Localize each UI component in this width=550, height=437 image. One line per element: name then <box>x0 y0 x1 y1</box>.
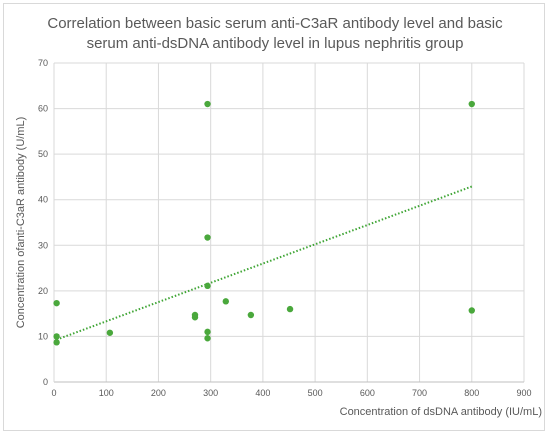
x-tick-label: 800 <box>464 388 479 398</box>
chart-frame: Correlation between basic serum anti-C3a… <box>3 3 545 431</box>
x-tick-label: 500 <box>308 388 323 398</box>
y-tick-label: 0 <box>43 377 48 387</box>
data-point <box>286 305 294 313</box>
data-point <box>204 328 211 336</box>
data-point <box>204 335 211 342</box>
chart-title: Correlation between basic serum anti-C3a… <box>47 15 503 52</box>
chart-title-line-2: serum anti-dsDNA antibody level in lupus… <box>87 35 464 52</box>
y-tick-label: 40 <box>38 195 48 205</box>
data-point <box>191 314 199 321</box>
y-tick-label: 50 <box>38 149 48 159</box>
x-tick-label: 200 <box>151 388 166 398</box>
x-tick-label: 100 <box>99 388 114 398</box>
data-point <box>247 311 255 319</box>
data-point <box>106 329 114 336</box>
data-point <box>53 333 60 340</box>
data-point <box>468 100 475 108</box>
data-point <box>53 339 60 346</box>
y-tick-label: 20 <box>38 286 48 296</box>
data-point <box>204 234 211 241</box>
x-tick-label: 600 <box>360 388 375 398</box>
x-axis-label: Concentration of dsDNA antibody (IU/mL) <box>340 406 542 418</box>
data-point <box>468 307 475 314</box>
trendline-group <box>56 185 473 341</box>
data-point <box>204 282 211 290</box>
x-tick-label: 400 <box>255 388 270 398</box>
gridlines <box>54 62 525 382</box>
chart-title-line-1: Correlation between basic serum anti-C3a… <box>47 15 503 32</box>
data-point <box>204 100 211 108</box>
trendline <box>56 185 473 341</box>
scatter-chart: Correlation between basic serum anti-C3a… <box>15 15 542 418</box>
y-tick-label: 70 <box>38 58 48 68</box>
x-tick-label: 0 <box>51 388 56 398</box>
y-tick-label: 60 <box>38 104 48 114</box>
x-tick-label: 900 <box>516 388 531 398</box>
x-tick-label: 300 <box>203 388 218 398</box>
data-points <box>53 100 475 346</box>
data-point <box>53 299 60 307</box>
y-tick-label: 10 <box>38 331 48 341</box>
data-point <box>222 298 230 305</box>
axes <box>53 63 524 383</box>
y-axis-label: Concentration ofanti-C3aR antibody (U/mL… <box>15 117 27 329</box>
y-tick-label: 30 <box>38 240 48 250</box>
x-tick-label: 700 <box>412 388 427 398</box>
